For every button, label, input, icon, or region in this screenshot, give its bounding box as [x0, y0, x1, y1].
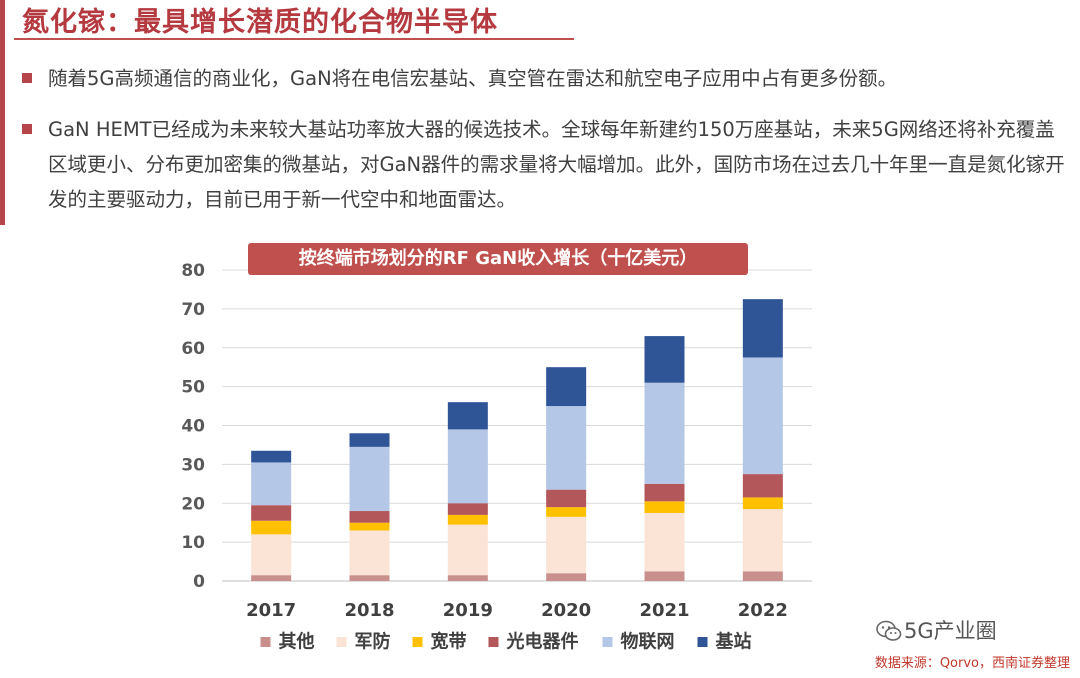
- x-tick-label: 2022: [738, 600, 788, 621]
- wechat-icon: [876, 620, 902, 641]
- bar-segment: [644, 571, 685, 581]
- bar-segment: [644, 483, 685, 502]
- bar-segment: [742, 474, 783, 498]
- legend-swatch: [260, 637, 271, 647]
- title-underline: [14, 38, 574, 40]
- bar-segment: [447, 402, 488, 430]
- bar-segment: [349, 575, 390, 581]
- y-tick-label: 30: [181, 455, 205, 475]
- y-tick-label: 60: [181, 339, 205, 359]
- bar-segment: [742, 357, 783, 475]
- bar-segment: [644, 512, 685, 572]
- bar-segment: [546, 489, 587, 508]
- legend-label: 军防: [355, 631, 391, 653]
- legend-label: 其他: [279, 631, 315, 653]
- y-tick-label: 10: [181, 533, 205, 553]
- bar-segment: [644, 336, 685, 383]
- bar-segment: [742, 509, 783, 572]
- y-tick-label: 0: [193, 572, 205, 592]
- bar-segment: [546, 516, 587, 574]
- legend-swatch: [412, 637, 423, 647]
- bar-segment: [447, 575, 488, 581]
- y-tick-label: 80: [181, 261, 205, 281]
- bar-segment: [251, 450, 292, 463]
- bullet-item-2: GaN HEMT已经成为未来较大基站功率放大器的候选技术。全球每年新建约150万…: [22, 112, 1072, 217]
- y-tick-label: 20: [181, 494, 205, 514]
- bar-segment: [742, 299, 783, 358]
- legend-label: 基站: [715, 631, 752, 653]
- legend-swatch: [697, 637, 708, 647]
- legend-label: 物联网: [621, 631, 675, 653]
- source-note: 数据来源：Qorvo，西南证券整理: [874, 656, 1070, 671]
- legend-label: 宽带: [431, 631, 467, 653]
- bar-segment: [349, 446, 390, 512]
- accent-bar: [0, 0, 5, 225]
- chart-title: 按终端市场划分的RF GaN收入增长（十亿美元）: [248, 243, 748, 275]
- bar-segment: [349, 511, 390, 523]
- bar-segment: [251, 534, 292, 576]
- bullet-text: GaN HEMT已经成为未来较大基站功率放大器的候选技术。全球每年新建约150万…: [48, 118, 1065, 211]
- legend-swatch: [488, 637, 499, 647]
- bar-segment: [546, 406, 587, 490]
- bar-segment: [251, 505, 292, 521]
- page-title: 氮化镓：最具增长潜质的化合物半导体: [22, 7, 498, 38]
- y-tick-label: 70: [181, 300, 205, 320]
- bar-segment: [447, 524, 488, 576]
- bar-segment: [447, 503, 488, 515]
- bullet-square-icon: [22, 124, 32, 134]
- x-tick-label: 2020: [541, 600, 591, 621]
- bar-segment: [742, 497, 783, 510]
- bar-segment: [742, 571, 783, 581]
- bar-segment: [447, 429, 488, 504]
- y-tick-label: 50: [181, 378, 205, 398]
- y-tick-label: 40: [181, 417, 205, 437]
- bar-segment: [644, 501, 685, 513]
- x-tick-label: 2017: [246, 600, 296, 621]
- watermark-label: 5G产业圈: [904, 619, 997, 643]
- bar-segment: [546, 507, 587, 517]
- legend-swatch: [602, 637, 613, 647]
- x-tick-label: 2021: [639, 600, 689, 621]
- bullet-square-icon: [22, 73, 32, 83]
- bar-segment: [349, 522, 390, 531]
- legend-swatch: [336, 637, 347, 647]
- bar-segment: [644, 382, 685, 484]
- bar-segment: [349, 433, 390, 447]
- bar-segment: [251, 520, 292, 535]
- bullet-item-1: 随着5G高频通信的商业化，GaN将在电信宏基站、真空管在雷达和航空电子应用中占有…: [22, 61, 1062, 96]
- bar-segment: [447, 514, 488, 525]
- legend-label: 光电器件: [506, 631, 579, 653]
- bar-segment: [546, 573, 587, 581]
- bar-segment: [349, 530, 390, 576]
- x-tick-label: 2018: [344, 600, 394, 621]
- bar-segment: [251, 575, 292, 581]
- bar-segment: [251, 462, 292, 506]
- bar-segment: [546, 367, 587, 407]
- bullet-text: 随着5G高频通信的商业化，GaN将在电信宏基站、真空管在雷达和航空电子应用中占有…: [48, 67, 898, 90]
- x-tick-label: 2019: [443, 600, 493, 621]
